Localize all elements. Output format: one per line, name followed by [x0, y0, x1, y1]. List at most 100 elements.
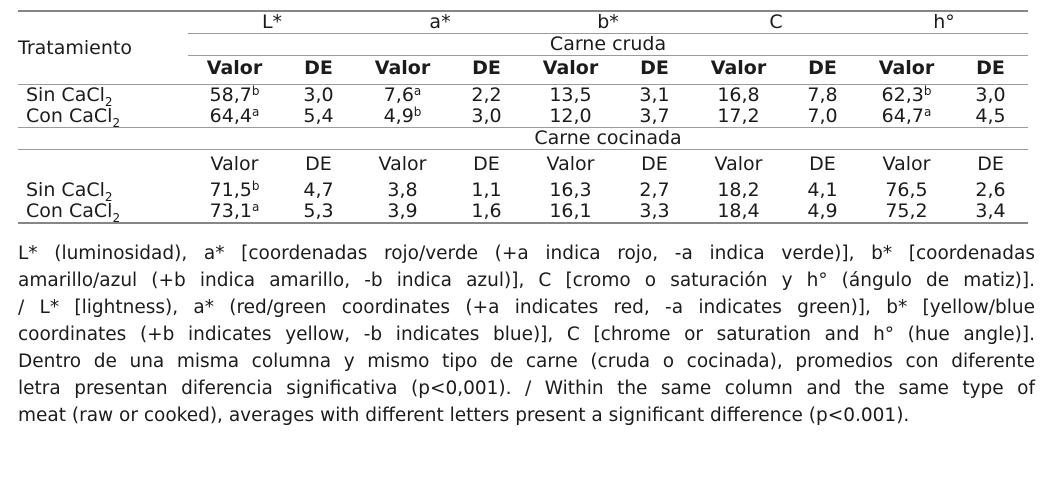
col-group-chroma: C	[692, 10, 860, 34]
valor-cell: 4,9b	[356, 106, 449, 128]
significance-letter: a	[251, 200, 260, 214]
de-cell: 3,3	[617, 201, 692, 224]
col-group-b-star: b*	[524, 10, 692, 34]
treatment-label: Con CaCl2	[18, 201, 188, 225]
valor-cell: 7,6a	[383, 84, 422, 106]
col-group-hue-angle: h°	[860, 10, 1029, 34]
valor-header-b-star: Valor	[524, 55, 617, 85]
treatment-label: Sin CaCl2	[26, 179, 113, 204]
de-cell: 2,2	[471, 84, 502, 106]
valor-cell: 12,0	[524, 106, 617, 128]
significance-letter: b	[413, 105, 422, 119]
valor-header-b-star: Valor	[546, 153, 595, 175]
valor-cell: 3,8	[387, 179, 418, 201]
de-cell: 5,3	[281, 201, 356, 224]
valor-cell: 13,5	[549, 84, 592, 106]
valor-header-l-star: Valor	[210, 153, 259, 175]
empty-cell	[18, 150, 188, 181]
valor-cell: 76,5	[885, 179, 928, 201]
valor-header-hue-angle: Valor	[860, 55, 953, 85]
de-cell: 7,8	[807, 84, 838, 106]
valor-cell: 58,7b	[209, 84, 260, 106]
col-group-a-star: a*	[356, 10, 524, 34]
valor-header-hue-angle: Valor	[882, 153, 931, 175]
de-header-b-star: DE	[641, 153, 668, 175]
significance-letter: b	[251, 179, 260, 193]
valor-cell: 18,2	[717, 179, 760, 201]
valor-cell: 16,1	[524, 201, 617, 224]
treatment-label: Sin CaCl2	[26, 84, 113, 109]
valor-header-a-star: Valor	[378, 153, 427, 175]
subscript-2: 2	[112, 211, 121, 225]
valor-cell: 17,2	[692, 106, 785, 128]
de-cell: 1,6	[449, 201, 524, 224]
row-header-tratamiento: Tratamiento	[18, 10, 188, 85]
significance-letter: b	[251, 84, 260, 98]
de-cell: 3,4	[953, 201, 1029, 224]
footnote-line: meat (raw or cooked), averages with diff…	[18, 405, 910, 426]
valor-header-l-star: Valor	[188, 55, 281, 85]
de-cell: 3,0	[303, 84, 334, 106]
de-cell: 4,7	[303, 179, 334, 201]
significance-letter: a	[923, 105, 932, 119]
de-cell: 2,7	[639, 179, 670, 201]
de-cell: 3,0	[975, 84, 1006, 106]
section-title-carne-cruda: Carne cruda	[188, 33, 1029, 56]
de-cell: 3,1	[639, 84, 670, 106]
valor-cell: 64,7a	[860, 106, 953, 128]
de-header-chroma: DE	[809, 153, 836, 175]
significance-letter: a	[413, 84, 422, 98]
de-header-l-star: DE	[281, 55, 356, 85]
subscript-2: 2	[112, 116, 121, 130]
valor-cell: 62,3b	[881, 84, 932, 106]
subscript-2: 2	[104, 190, 113, 204]
valor-cell: 64,4a	[188, 106, 281, 128]
col-group-l-star: L*	[188, 10, 356, 34]
valor-cell: 18,4	[692, 201, 785, 224]
valor-cell: 73,1a	[188, 200, 281, 224]
footnote-line: Dentro de una misma columna y mismo tipo…	[18, 351, 1035, 372]
de-cell: 4,9	[785, 201, 860, 224]
valor-cell: 16,3	[549, 179, 592, 201]
subscript-2: 2	[104, 95, 113, 109]
valor-cell: 16,8	[717, 84, 760, 106]
table-row: Sin CaCl2 71,5b 4,7 3,8 1,1 16,3 2,7 18,2 4,1 76,…	[18, 179, 1028, 204]
section-row-carne-cruda: Carne cruda	[18, 33, 1029, 56]
de-cell: 2,6	[975, 179, 1006, 201]
de-cell: 7,0	[785, 106, 860, 128]
subheader-row: Valor DE Valor DE Valor DE Valor DE Valor DE	[18, 150, 1028, 181]
footnote-line: coordinates (+b indicates yellow, -b ind…	[18, 324, 1035, 345]
valor-cell: 3,9	[356, 201, 449, 224]
de-cell: 4,5	[953, 106, 1029, 128]
section-title-carne-cocinada: Carne cocinada	[188, 127, 1029, 150]
de-header-hue-angle: DE	[977, 153, 1004, 175]
empty-cell	[18, 127, 188, 150]
de-cell: 4,1	[807, 179, 838, 201]
section-row-carne-cocinada: Carne cocinada	[18, 127, 1029, 150]
significance-letter: a	[251, 105, 260, 119]
valor-header-chroma: Valor	[692, 55, 785, 85]
footnote-line: L* (luminosidad), a* [coordenadas rojo/v…	[18, 243, 1035, 264]
de-header-a-star: DE	[449, 55, 524, 85]
de-header-a-star: DE	[473, 153, 500, 175]
valor-header-a-star: Valor	[356, 55, 449, 85]
table-row: Con CaCl2 64,4a 5,4 4,9b 3,0 12,0 3,7 17,2 7,0 64…	[18, 106, 1029, 130]
significance-letter: b	[923, 84, 932, 98]
de-header-chroma: DE	[785, 55, 860, 85]
de-header-b-star: DE	[617, 55, 692, 85]
treatment-label: Con CaCl2	[18, 106, 188, 130]
de-cell: 1,1	[471, 179, 502, 201]
table-footnote: L* (luminosidad), a* [coordenadas rojo/v…	[18, 240, 1035, 429]
footnote-line: amarillo/azul (+b indica amarillo, -b in…	[18, 270, 1035, 291]
valor-header-chroma: Valor	[714, 153, 763, 175]
footnote-line: letra presentan diferencia significativa…	[18, 378, 1035, 399]
table-row: Con CaCl2 73,1a 5,3 3,9 1,6 16,1 3,3 18,4 4,9 75,…	[18, 200, 1029, 225]
de-header-l-star: DE	[305, 153, 332, 175]
table-row: Sin CaCl2 58,7b 3,0 7,6a 2,2 13,5 3,1 16,8 7,8 62…	[18, 84, 1028, 109]
valor-cell: 71,5b	[209, 179, 260, 201]
footnote-line: / L* [lightness), a* (red/green coordina…	[18, 297, 1035, 318]
